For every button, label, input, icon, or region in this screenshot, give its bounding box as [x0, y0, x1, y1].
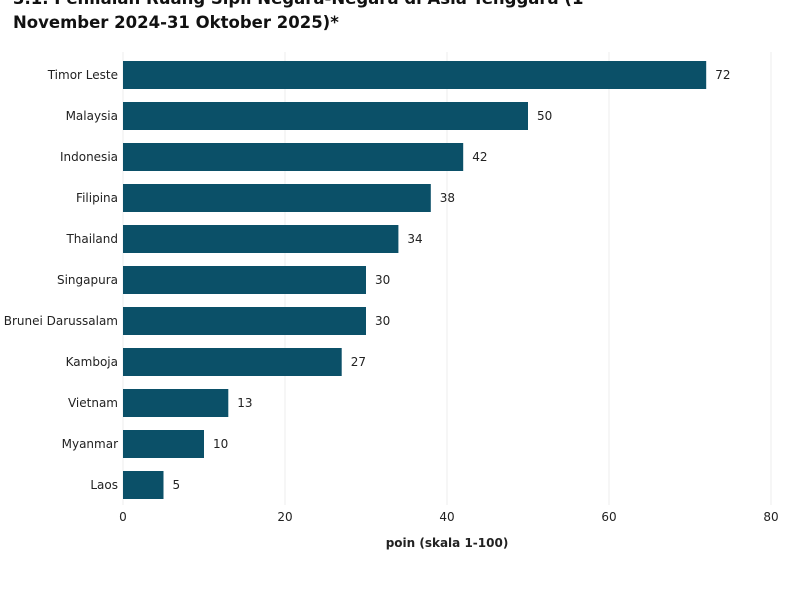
data-label: 30	[375, 273, 390, 287]
data-label: 13	[237, 396, 252, 410]
y-category-label: Indonesia	[60, 150, 118, 164]
x-tick-label: 20	[277, 510, 292, 524]
bar	[123, 471, 164, 499]
bar	[123, 102, 528, 130]
data-label: 5	[173, 478, 181, 492]
y-category-label: Vietnam	[68, 396, 118, 410]
y-category-label: Kamboja	[66, 355, 118, 369]
data-label: 42	[472, 150, 487, 164]
y-category-label: Thailand	[65, 232, 118, 246]
chart-title-line2: November 2024-31 Oktober 2025)*	[13, 13, 339, 32]
y-category-label: Filipina	[76, 191, 118, 205]
x-tick-label: 60	[601, 510, 616, 524]
bar	[123, 307, 366, 335]
data-label: 30	[375, 314, 390, 328]
y-category-label: Myanmar	[62, 437, 118, 451]
chart-title-line1: 3.1. Penilaian Ruang Sipil Negara-Negara…	[13, 0, 613, 11]
bar	[123, 143, 464, 171]
bar	[123, 348, 342, 376]
bar	[123, 225, 399, 253]
chart-title: 3.1. Penilaian Ruang Sipil Negara-Negara…	[13, 0, 613, 35]
data-label: 72	[715, 68, 730, 82]
data-label: 34	[407, 232, 422, 246]
bar	[123, 389, 229, 417]
bar	[123, 266, 366, 294]
y-category-label: Timor Leste	[47, 68, 118, 82]
bar	[123, 61, 707, 89]
bar	[123, 430, 204, 458]
data-label: 50	[537, 109, 552, 123]
x-tick-label: 80	[763, 510, 778, 524]
bar	[123, 184, 431, 212]
x-tick-label: 40	[439, 510, 454, 524]
x-tick-label: 0	[119, 510, 127, 524]
y-category-label: Laos	[90, 478, 118, 492]
data-label: 38	[440, 191, 455, 205]
y-category-label: Singapura	[57, 273, 118, 287]
x-axis-label: poin (skala 1-100)	[386, 536, 509, 550]
y-category-label: Brunei Darussalam	[4, 314, 118, 328]
data-label: 10	[213, 437, 228, 451]
data-label: 27	[351, 355, 366, 369]
y-category-label: Malaysia	[66, 109, 118, 123]
